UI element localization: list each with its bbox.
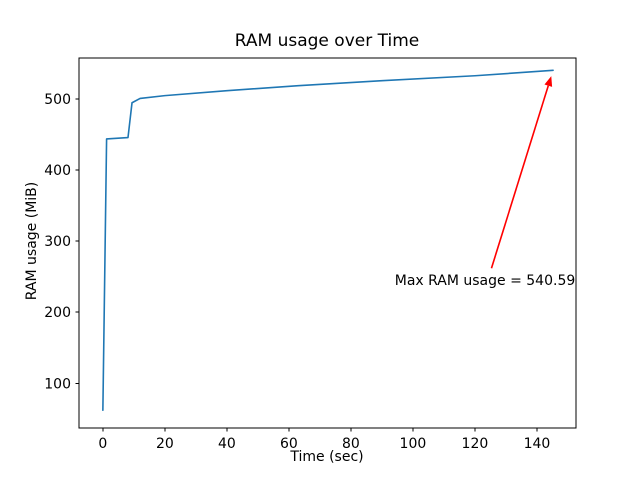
plot-area: 0 20 40 60 80 100 120 140 100 200 300 400 500 [44, 57, 577, 452]
x-tick-label: 20 [156, 436, 174, 452]
y-axis-label: RAM usage (MiB) [24, 182, 40, 300]
chart-title: RAM usage over Time [235, 31, 419, 51]
annotation-arrow-head [544, 76, 553, 87]
x-tick-label: 140 [524, 436, 551, 452]
axes-spines [78, 57, 577, 429]
y-tick-label: 300 [44, 234, 71, 250]
y-tick-label: 100 [44, 376, 71, 392]
annotation-arrow-shaft [490, 85, 550, 269]
ram-usage-line [102, 69, 554, 412]
y-tick-label: 400 [44, 163, 71, 179]
x-tick-label: 80 [342, 436, 360, 452]
x-axis-label: Time (sec) [289, 449, 363, 465]
annotation-text: Max RAM usage = 540.59 [395, 273, 576, 289]
x-tick-label: 120 [462, 436, 489, 452]
y-tick-label: 500 [44, 92, 71, 108]
x-tick-label: 40 [218, 436, 236, 452]
y-tick-label: 200 [44, 305, 71, 321]
x-tick-label: 0 [98, 436, 107, 452]
x-tick-label: 60 [280, 436, 298, 452]
x-tick-label: 100 [400, 436, 427, 452]
